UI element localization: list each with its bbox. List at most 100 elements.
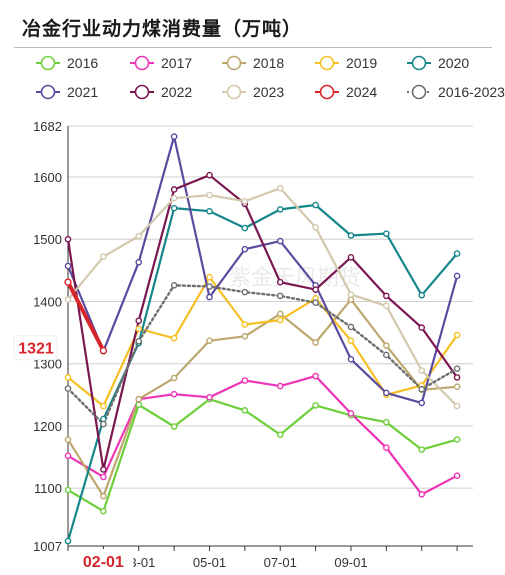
data-point-2023 [206,191,213,199]
legend-item-2016-2023均值[interactable]: 2016-2023均值 [407,84,505,100]
data-point-2022 [170,186,178,193]
y-tick-label: 1400 [33,294,62,309]
data-point-2016-2023均值 [170,281,178,289]
data-point-2024 [99,346,108,355]
data-point-2017 [383,444,390,451]
data-point-2020 [347,232,355,239]
watermark-text: 紫金天风期货 [229,266,361,291]
data-point-2022 [418,324,426,331]
data-point-2020 [418,291,426,299]
data-point-2018 [170,374,178,382]
data-point-2023 [453,402,461,410]
data-point-2018 [135,395,143,403]
y-tick-label: 1200 [33,419,62,434]
data-point-2017 [347,410,355,417]
data-point-2022 [453,374,461,381]
data-point-2021 [170,133,178,140]
data-point-2022 [64,235,72,243]
data-point-2016-2023均值 [241,288,249,296]
legend-item-2016[interactable]: 2016 [36,55,98,71]
legend-label: 2016-2023均值 [438,84,505,100]
data-point-2016 [276,431,284,438]
series-line-2024 [66,281,106,352]
legend-marker [134,84,150,100]
data-point-2016 [241,407,249,414]
data-point-2021 [135,258,143,266]
data-point-2018 [383,342,390,349]
data-point-2023 [241,197,249,205]
legend-item-2021[interactable]: 2021 [36,84,98,100]
data-point-2017 [276,382,284,390]
data-point-2018 [64,436,72,443]
legend-marker [40,84,56,100]
series-line-2016-2023均值 [66,284,459,426]
data-point-2021 [206,293,213,301]
data-point-2019 [170,334,178,342]
data-point-2018 [100,492,107,500]
series-line-2022 [66,174,458,471]
data-point-2019 [64,374,72,381]
legend-marker [226,84,242,100]
data-point-2016-2023均值 [135,337,143,345]
legend-label: 2022 [161,84,192,100]
data-point-2023 [135,232,143,240]
legend-item-2022[interactable]: 2022 [130,84,192,100]
legend-label: 2018 [253,55,284,71]
y-tick-label: 1682 [33,119,62,134]
data-point-2019 [206,273,213,281]
data-point-2016-2023均值 [383,351,390,359]
data-point-2020 [383,230,390,237]
data-point-2016-2023均值 [100,420,107,428]
data-point-2020 [312,201,319,209]
data-point-2021 [418,399,426,407]
data-point-2019 [347,337,355,344]
data-point-2016-2023均值 [418,385,426,393]
date-badge-label: 02-01 [83,554,124,571]
data-point-2016 [418,446,426,453]
data-point-2023 [276,184,284,192]
y-tick-label: 1600 [33,170,62,185]
data-point-2017 [312,372,319,380]
data-point-2017 [170,390,178,398]
data-point-2022 [347,253,355,261]
series-points [64,133,461,545]
data-point-2023 [170,194,178,202]
data-point-2023 [418,367,426,374]
highlight-markers: 1321 02-01 [13,335,134,573]
legend-item-2023[interactable]: 2023 [222,84,284,100]
legend-label: 2023 [253,84,284,100]
data-point-2019 [453,331,461,339]
chart-title: 冶金行业动力煤消费量（万吨） [22,18,303,40]
series-line-2016 [67,398,458,513]
x-tick-label: 09-01 [334,555,367,570]
title-divider [14,47,492,48]
legend-item-2024[interactable]: 2024 [315,84,377,100]
data-point-2016 [170,423,178,430]
legend-item-2018[interactable]: 2018 [222,55,284,71]
series-line-2019 [67,276,459,408]
date-badge-bg [73,549,134,573]
data-point-2017 [453,472,461,479]
data-point-2017 [418,491,426,498]
legend-item-2020[interactable]: 2020 [407,55,469,71]
grid-lines [68,125,473,489]
legend-marker [226,55,242,71]
legend-item-2019[interactable]: 2019 [315,55,377,71]
legend[interactable]: 2016 2017 2018 2019 2020 2021 2022 2023 2024 2016… [36,55,505,100]
data-point-2016 [453,436,461,443]
legend-label: 2021 [67,84,98,100]
data-point-2021 [241,245,249,253]
data-point-2023 [64,296,72,303]
watermark: 紫金天风期货 [229,266,361,291]
data-point-2023 [347,291,355,298]
data-point-2022 [276,278,284,286]
legend-label: 2016 [67,55,98,71]
data-point-2023 [312,224,319,231]
data-point-2016 [135,401,143,409]
legend-marker [411,55,427,71]
data-point-2021 [453,272,461,280]
data-point-2016-2023均值 [312,299,319,307]
series-lines [66,135,459,542]
legend-item-2017[interactable]: 2017 [130,55,192,71]
legend-label: 2017 [161,55,192,71]
